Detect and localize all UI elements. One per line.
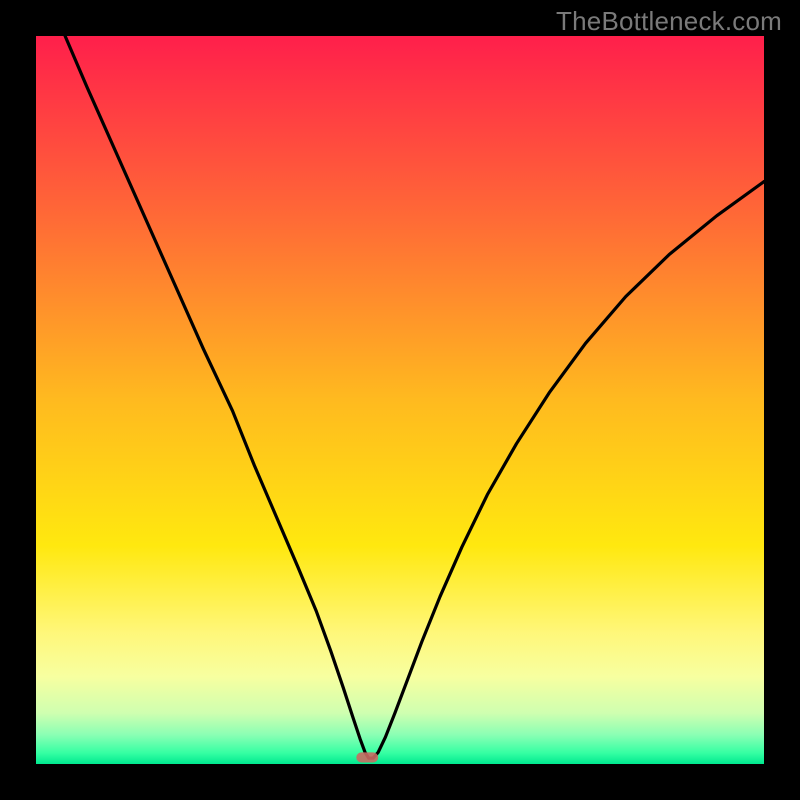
plot-svg <box>36 36 764 764</box>
min-marker <box>356 752 378 762</box>
chart-container: TheBottleneck.com <box>0 0 800 800</box>
watermark-text: TheBottleneck.com <box>556 6 782 37</box>
plot-frame <box>32 32 768 768</box>
plot-background <box>36 36 764 764</box>
